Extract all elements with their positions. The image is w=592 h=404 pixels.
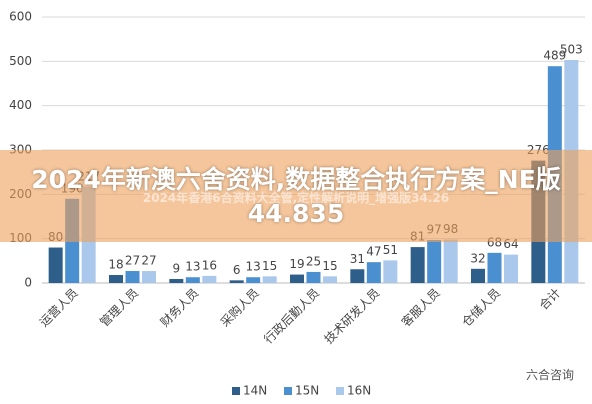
legend-label: 16N bbox=[347, 384, 371, 398]
bar bbox=[142, 271, 156, 283]
bar bbox=[290, 274, 304, 283]
bar bbox=[504, 254, 518, 283]
bar bbox=[125, 271, 140, 283]
bar bbox=[202, 275, 217, 283]
value-label: 32 bbox=[470, 251, 485, 265]
y-tick-label: 600 bbox=[9, 10, 32, 24]
value-label: 25 bbox=[306, 254, 321, 268]
value-label: 27 bbox=[125, 254, 140, 268]
value-label: 19 bbox=[289, 257, 304, 271]
value-label: 47 bbox=[366, 245, 381, 259]
x-tick-label: 仓储人员 bbox=[459, 285, 504, 330]
bar bbox=[323, 276, 337, 283]
x-tick-label: 合计 bbox=[536, 285, 564, 313]
bar bbox=[383, 260, 398, 283]
y-tick-label: 400 bbox=[9, 98, 32, 112]
x-tick-label: 财务人员 bbox=[157, 285, 202, 330]
value-label: 503 bbox=[560, 43, 583, 57]
value-label: 16 bbox=[202, 258, 217, 272]
legend-swatch bbox=[336, 387, 344, 395]
value-label: 9 bbox=[173, 262, 181, 276]
bar bbox=[427, 239, 442, 283]
x-tick-label: 客服人员 bbox=[398, 285, 443, 330]
x-tick-label: 技术研发人员 bbox=[321, 285, 383, 347]
value-label: 13 bbox=[185, 260, 200, 274]
bar bbox=[262, 276, 277, 283]
x-tick-label: 管理人员 bbox=[97, 285, 142, 330]
x-tick-label: 行政后勤人员 bbox=[261, 286, 322, 347]
bar bbox=[410, 247, 425, 283]
bar bbox=[185, 277, 200, 283]
watermark: 六合咨询 bbox=[525, 368, 574, 382]
bar bbox=[443, 239, 458, 283]
legend-swatch bbox=[284, 387, 292, 395]
headline: 2024年新澳六舍资料,数据整合执行方案_NE版44.835 bbox=[31, 165, 561, 228]
value-label: 27 bbox=[141, 254, 156, 268]
subheadline: 2024年香港6合资料大全管,定性解析说明_增强版34.26 bbox=[142, 191, 450, 205]
value-label: 13 bbox=[246, 260, 261, 274]
bar bbox=[246, 277, 261, 283]
value-label: 6 bbox=[233, 263, 241, 277]
legend-label: 15N bbox=[295, 384, 319, 398]
x-tick-label: 运营人员 bbox=[37, 286, 81, 330]
value-label: 15 bbox=[322, 259, 337, 273]
bar bbox=[169, 279, 184, 283]
legend-label: 14N bbox=[243, 384, 267, 398]
legend-swatch bbox=[232, 387, 240, 395]
bar bbox=[109, 275, 123, 283]
value-label: 18 bbox=[108, 258, 123, 272]
bar bbox=[350, 269, 365, 283]
y-tick-label: 0 bbox=[24, 276, 32, 290]
value-label: 51 bbox=[383, 243, 398, 257]
bar bbox=[229, 280, 244, 283]
bar bbox=[366, 262, 381, 283]
value-label: 15 bbox=[262, 259, 277, 273]
banner bbox=[0, 150, 592, 242]
x-tick-label: 采购人员 bbox=[217, 285, 262, 330]
bar bbox=[471, 268, 485, 283]
y-tick-label: 500 bbox=[9, 54, 32, 68]
value-label: 489 bbox=[543, 49, 566, 63]
bar bbox=[487, 252, 502, 283]
bar bbox=[306, 271, 321, 283]
value-label: 31 bbox=[350, 252, 365, 266]
bar bbox=[48, 247, 63, 283]
